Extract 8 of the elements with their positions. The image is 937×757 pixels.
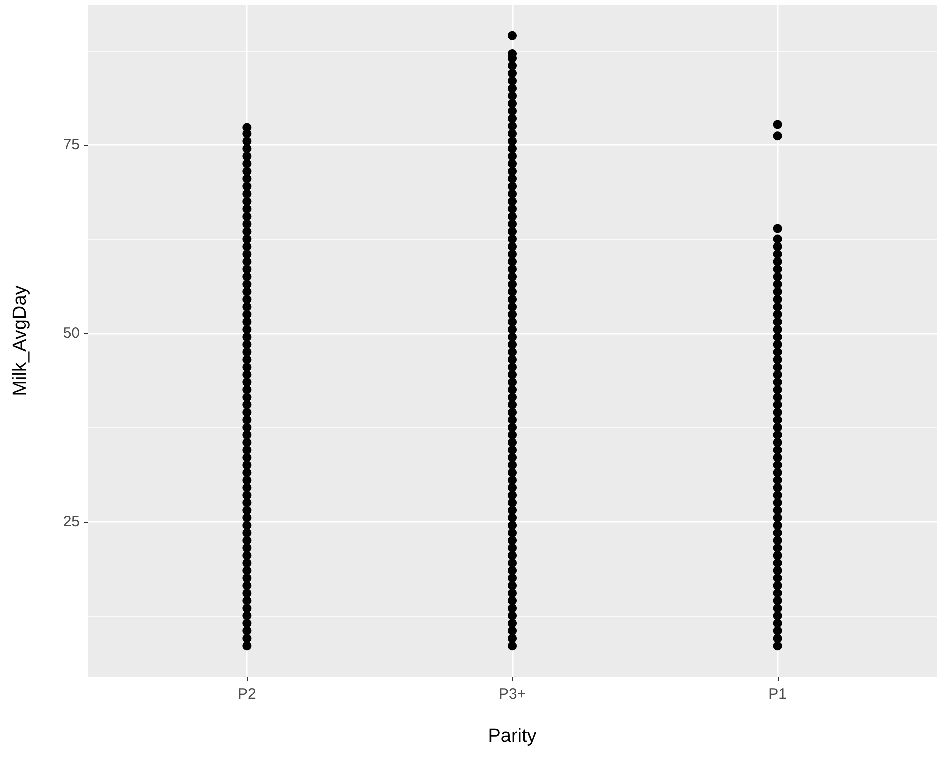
y-axis-title: Milk_AvgDay	[10, 285, 31, 396]
y-tick-label: 25	[63, 513, 80, 530]
y-tick-label: 50	[63, 324, 80, 342]
x-tick-label: P3+	[498, 686, 526, 703]
x-axis-title: Parity	[488, 726, 538, 747]
x-tick-label: P1	[768, 686, 787, 703]
y-tick-label: 75	[63, 136, 80, 154]
x-tick-label: P2	[238, 686, 256, 703]
